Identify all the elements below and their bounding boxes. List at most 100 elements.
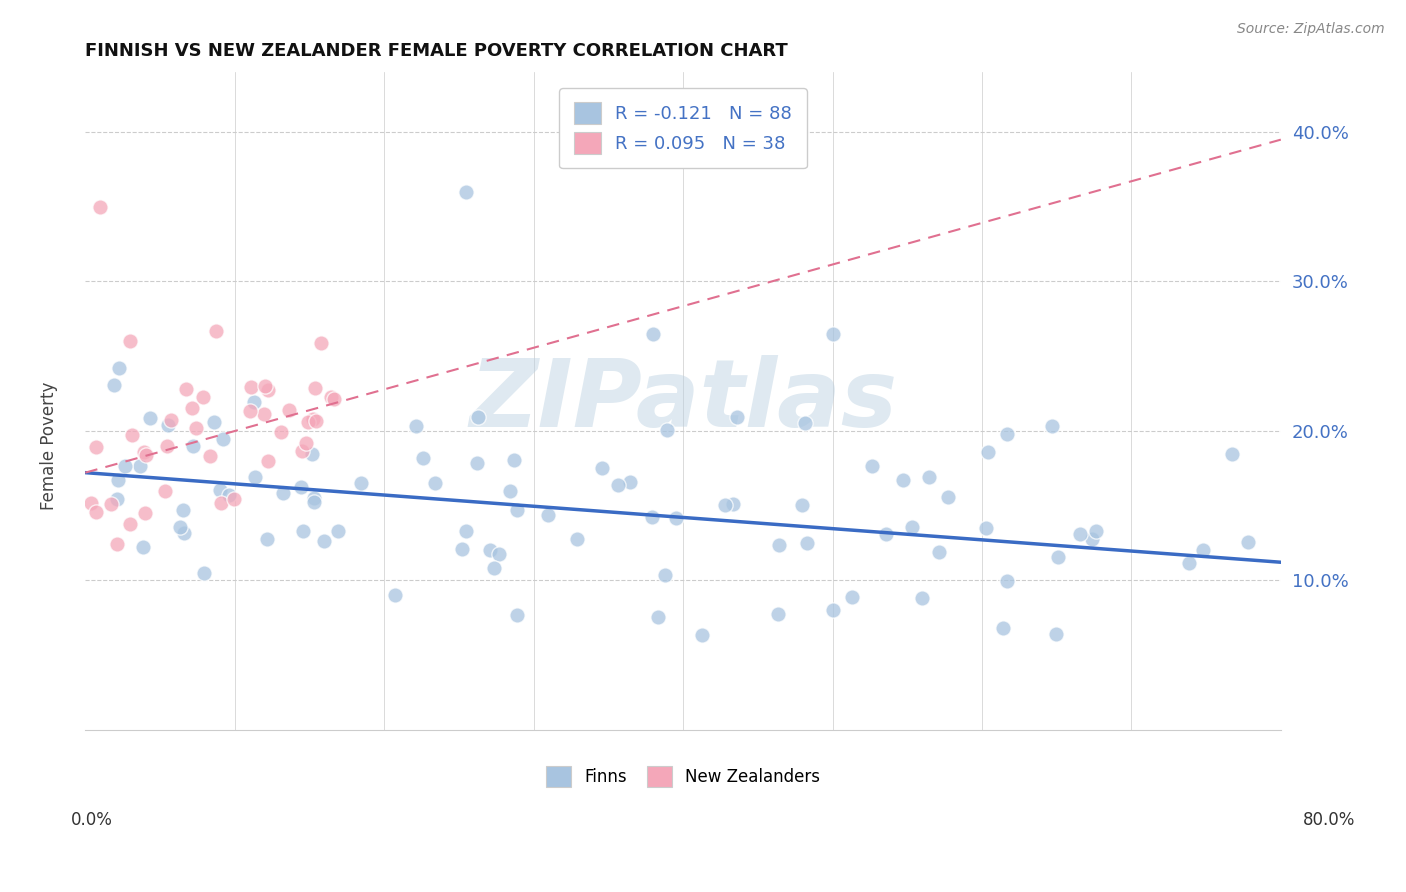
Point [134,444,156,458]
Point [405,419,427,434]
Point [821,326,844,341]
Point [643,326,665,341]
Point [619,475,641,489]
Point [841,590,863,604]
Point [647,610,669,624]
Point [212,432,235,446]
Point [768,607,790,621]
Point [311,335,333,350]
Point [256,383,278,397]
Point [723,497,745,511]
Point [200,449,222,463]
Point [134,507,156,521]
Point [860,458,883,473]
Point [928,544,950,558]
Point [506,607,529,622]
Point [174,382,197,396]
Point [209,483,232,498]
Point [302,495,325,509]
Point [128,459,150,474]
Point [488,547,510,561]
Point [796,536,818,550]
Point [304,381,326,395]
Point [301,447,323,461]
Point [891,473,914,487]
Point [108,360,131,375]
Point [714,498,737,512]
Point [107,473,129,487]
Point [193,566,215,580]
Text: ZIPatlas: ZIPatlas [470,355,897,447]
Point [1040,419,1063,434]
Point [172,502,194,516]
Point [160,413,183,427]
Point [384,588,406,602]
Point [725,409,748,424]
Point [239,380,262,394]
Point [181,439,204,453]
Point [993,622,1015,636]
Point [291,443,314,458]
Point [350,475,373,490]
Text: Female Poverty: Female Poverty [41,382,58,510]
Point [157,417,180,432]
Point [1047,549,1070,564]
Point [536,508,558,522]
Point [278,402,301,417]
Point [456,185,478,199]
Point [243,394,266,409]
Point [977,445,1000,459]
Point [218,488,240,502]
Point [271,485,294,500]
Point [465,456,488,470]
Point [253,379,276,393]
Point [155,483,177,498]
Point [910,591,932,606]
Point [640,509,662,524]
Point [120,334,142,349]
Point [821,603,844,617]
Point [1236,535,1258,549]
Point [900,520,922,534]
Point [89,200,111,214]
Text: Source: ZipAtlas.com: Source: ZipAtlas.com [1237,22,1385,37]
Point [607,478,630,492]
Point [423,475,446,490]
Point [936,491,959,505]
Point [294,436,316,450]
Point [451,542,474,557]
Point [204,324,226,338]
Point [292,524,315,538]
Point [256,533,278,547]
Legend: Finns, New Zealanders: Finns, New Zealanders [540,760,827,794]
Point [1084,524,1107,539]
Point [186,421,208,435]
Point [657,423,679,437]
Point [86,504,108,518]
Point [169,520,191,534]
Point [105,537,128,551]
Point [875,527,897,541]
Point [302,412,325,426]
Point [503,452,526,467]
Point [323,392,346,406]
Point [312,534,335,549]
Point [202,415,225,429]
Point [224,491,246,506]
Point [917,470,939,484]
Point [412,451,434,466]
Point [243,470,266,484]
Text: FINNISH VS NEW ZEALANDER FEMALE POVERTY CORRELATION CHART: FINNISH VS NEW ZEALANDER FEMALE POVERTY … [86,42,787,60]
Text: 0.0%: 0.0% [70,811,112,829]
Point [121,427,143,442]
Point [270,425,292,440]
Point [132,541,155,555]
Text: 80.0%: 80.0% [1302,811,1355,829]
Point [591,461,613,475]
Point [326,524,349,538]
Point [665,511,688,525]
Point [565,532,588,546]
Point [1045,627,1067,641]
Point [1178,557,1201,571]
Point [1069,527,1091,541]
